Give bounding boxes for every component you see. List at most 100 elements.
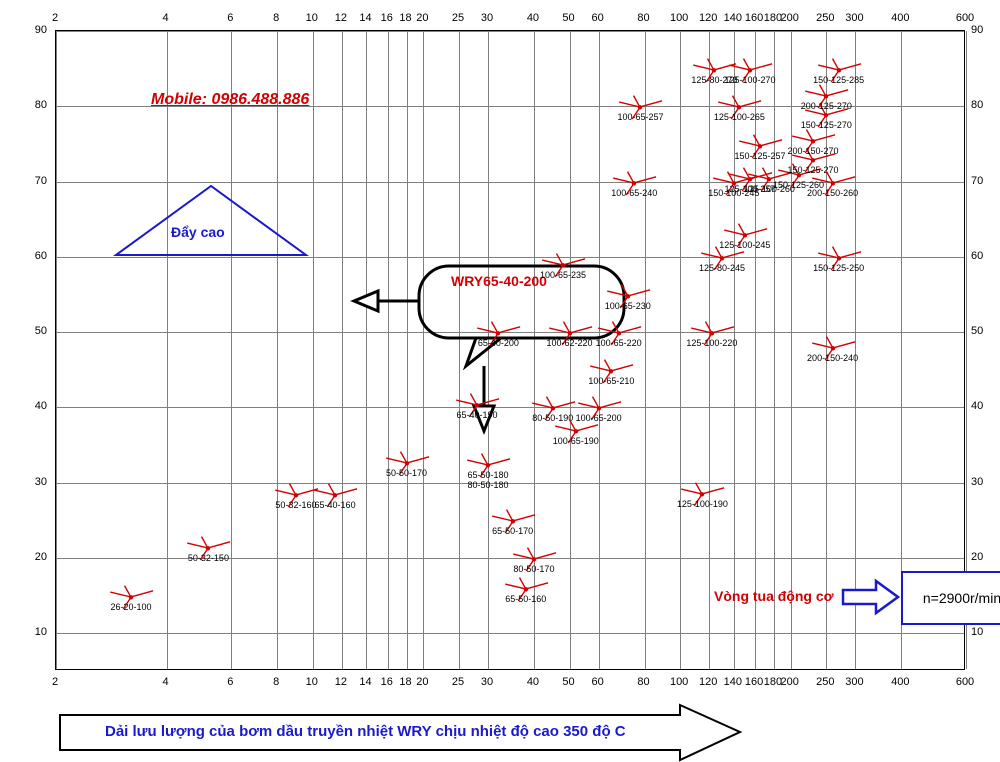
bottom-bar-text: Dải lưu lượng của bơm dầu truyền nhiệt W… — [105, 723, 626, 740]
axis-tick-label: 8 — [273, 12, 279, 24]
gridline-v — [680, 31, 681, 669]
axis-tick-label: 20 — [35, 551, 47, 563]
gridline-v — [570, 31, 571, 669]
axis-tick-label: 30 — [971, 476, 983, 488]
gridline-v — [599, 31, 600, 669]
axis-tick-label: 400 — [891, 12, 909, 24]
data-point-label: 200-150-260 — [807, 188, 858, 198]
axis-tick-label: 18 — [399, 676, 411, 688]
gridline-v — [342, 31, 343, 669]
data-point-label: 50-50-170 — [386, 468, 427, 478]
axis-tick-label: 160 — [745, 12, 763, 24]
data-point-label: 26-20-100 — [110, 602, 151, 612]
data-point-label: 125-100-265 — [714, 112, 765, 122]
data-point-label: 100-65-200 — [576, 413, 622, 423]
axis-tick-label: 25 — [452, 12, 464, 24]
gridline-v — [407, 31, 408, 669]
data-point-label: 80-50-180 — [468, 480, 509, 490]
data-point-label: 200-125-270 — [801, 101, 852, 111]
rpm-value: n=2900r/min — [923, 590, 1000, 606]
axis-tick-label: 10 — [971, 626, 983, 638]
gridline-v — [167, 31, 168, 669]
data-point-label: 100-65-257 — [617, 112, 663, 122]
data-point-label: 150-125-270 — [787, 165, 838, 175]
axis-tick-label: 600 — [956, 676, 974, 688]
data-point-label: 150-125-285 — [813, 75, 864, 85]
axis-tick-label: 10 — [306, 676, 318, 688]
axis-tick-label: 30 — [35, 476, 47, 488]
axis-tick-label: 6 — [227, 676, 233, 688]
gridline-v — [709, 31, 710, 669]
axis-tick-label: 30 — [481, 676, 493, 688]
data-point-label: 50-32-150 — [188, 553, 229, 563]
axis-tick-label: 25 — [452, 676, 464, 688]
gridline-v — [488, 31, 489, 669]
data-point-label: 125-100-220 — [686, 338, 737, 348]
callout-arrow-left — [354, 291, 419, 311]
axis-tick-label: 140 — [724, 676, 742, 688]
gridline-v — [645, 31, 646, 669]
axis-tick-label: 80 — [637, 676, 649, 688]
axis-tick-label: 16 — [381, 676, 393, 688]
data-point-label: 200-150-270 — [787, 146, 838, 156]
axis-tick-label: 4 — [163, 12, 169, 24]
axis-tick-label: 100 — [670, 676, 688, 688]
axis-tick-label: 300 — [845, 676, 863, 688]
axis-tick-label: 12 — [335, 676, 347, 688]
gridline-v — [791, 31, 792, 669]
axis-tick-label: 300 — [845, 12, 863, 24]
axis-tick-label: 18 — [399, 12, 411, 24]
plot-area: Mobile: 0986.488.886 Đẩy cao WRY65-40-20… — [55, 30, 965, 670]
axis-tick-label: 10 — [306, 12, 318, 24]
callout-label: WRY65-40-200 — [451, 273, 547, 289]
axis-tick-label: 40 — [971, 400, 983, 412]
gridline-h — [56, 332, 964, 333]
axis-tick-label: 2 — [52, 676, 58, 688]
axis-tick-label: 140 — [724, 12, 742, 24]
axis-tick-label: 100 — [670, 12, 688, 24]
axis-tick-label: 50 — [971, 325, 983, 337]
axis-tick-label: 80 — [971, 99, 983, 111]
axis-tick-label: 90 — [971, 24, 983, 36]
axis-tick-label: 30 — [481, 12, 493, 24]
gridline-h — [56, 31, 964, 32]
axis-tick-label: 160 — [745, 676, 763, 688]
data-point-label: 80-50-190 — [532, 413, 573, 423]
axis-tick-label: 60 — [592, 676, 604, 688]
axis-tick-label: 250 — [816, 676, 834, 688]
data-point-label: 100-65-210 — [588, 376, 634, 386]
gridline-v — [313, 31, 314, 669]
data-point-label: 100-65-240 — [611, 188, 657, 198]
axis-tick-label: 60 — [35, 250, 47, 262]
axis-tick-label: 200 — [781, 12, 799, 24]
callout-arrow-down — [474, 366, 494, 431]
axis-tick-label: 14 — [359, 12, 371, 24]
axis-tick-label: 90 — [35, 24, 47, 36]
axis-tick-label: 600 — [956, 12, 974, 24]
chart-page: Mobile: 0986.488.886 Đẩy cao WRY65-40-20… — [0, 0, 1000, 762]
axis-tick-label: 120 — [699, 676, 717, 688]
data-point-label: 150-125-257 — [735, 151, 786, 161]
axis-tick-label: 4 — [163, 676, 169, 688]
rpm-label: Vòng tua động cơ — [714, 588, 834, 604]
data-point-label: 100-65-220 — [596, 338, 642, 348]
axis-tick-label: 40 — [527, 676, 539, 688]
axis-tick-label: 20 — [416, 676, 428, 688]
axis-tick-label: 8 — [273, 676, 279, 688]
axis-tick-label: 80 — [35, 99, 47, 111]
gridline-h — [56, 407, 964, 408]
axis-tick-label: 120 — [699, 12, 717, 24]
triangle-label: Đẩy cao — [171, 224, 225, 240]
gridline-v — [56, 31, 57, 669]
data-point-label: 200-150-240 — [807, 353, 858, 363]
axis-tick-label: 50 — [562, 676, 574, 688]
axis-tick-label: 200 — [781, 676, 799, 688]
axis-tick-label: 20 — [416, 12, 428, 24]
gridline-v — [366, 31, 367, 669]
axis-tick-label: 250 — [816, 12, 834, 24]
gridline-h — [56, 483, 964, 484]
gridline-v — [459, 31, 460, 669]
data-point-label: 100-65-190 — [553, 436, 599, 446]
axis-tick-label: 60 — [592, 12, 604, 24]
axis-tick-label: 2 — [52, 12, 58, 24]
